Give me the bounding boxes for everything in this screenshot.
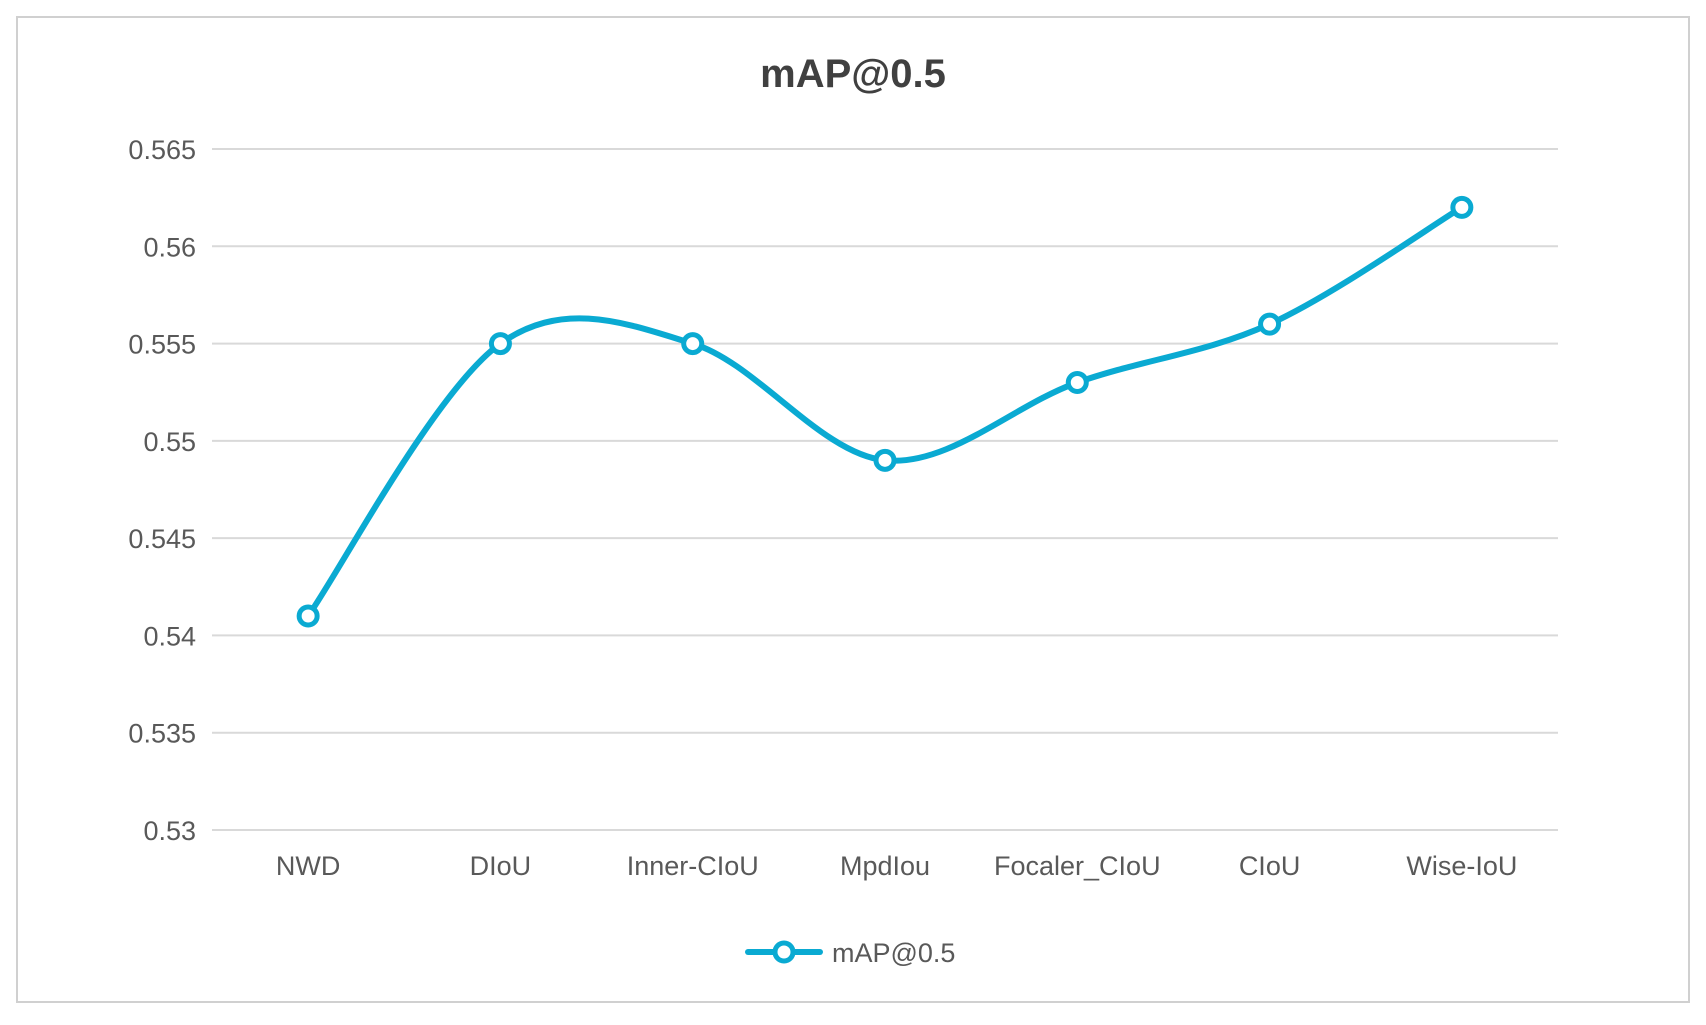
x-tick-label: MpdIou	[840, 851, 930, 881]
x-tick-label: CIoU	[1239, 851, 1301, 881]
y-tick-label: 0.54	[143, 621, 196, 651]
data-point	[681, 332, 705, 356]
y-tick-label: 0.55	[143, 427, 196, 457]
x-tick-label: Wise-IoU	[1406, 851, 1517, 881]
data-point	[1258, 312, 1282, 336]
x-tick-label: Inner-CIoU	[627, 851, 759, 881]
data-point	[296, 604, 320, 628]
data-point	[873, 448, 897, 472]
y-tick-label: 0.545	[128, 524, 196, 554]
data-point	[488, 332, 512, 356]
gridlines	[212, 148, 1558, 831]
x-tick-label: DIoU	[470, 851, 532, 881]
y-tick-label: 0.56	[143, 232, 196, 262]
x-tick-label: Focaler_CIoU	[994, 851, 1161, 881]
y-tick-label: 0.535	[128, 719, 196, 749]
data-point	[1065, 370, 1089, 394]
y-tick-label: 0.53	[143, 816, 196, 846]
y-tick-label: 0.565	[128, 135, 196, 165]
y-tick-label: 0.555	[128, 330, 196, 360]
chart-title: mAP@0.5	[760, 52, 946, 96]
legend-label: mAP@0.5	[832, 938, 955, 968]
x-tick-label: NWD	[276, 851, 340, 881]
legend-marker	[772, 940, 796, 964]
chart-frame	[16, 16, 1690, 1003]
data-point	[1450, 195, 1474, 219]
y-axis-tick-labels: 0.53 0.535 0.54 0.545 0.55 0.555 0.56 0.565	[128, 135, 196, 846]
legend: mAP@0.5	[745, 938, 955, 968]
x-axis-tick-labels: NWD DIoU Inner-CIoU MpdIou Focaler_CIoU CIoU W…	[276, 851, 1517, 881]
series-group	[296, 195, 1474, 628]
